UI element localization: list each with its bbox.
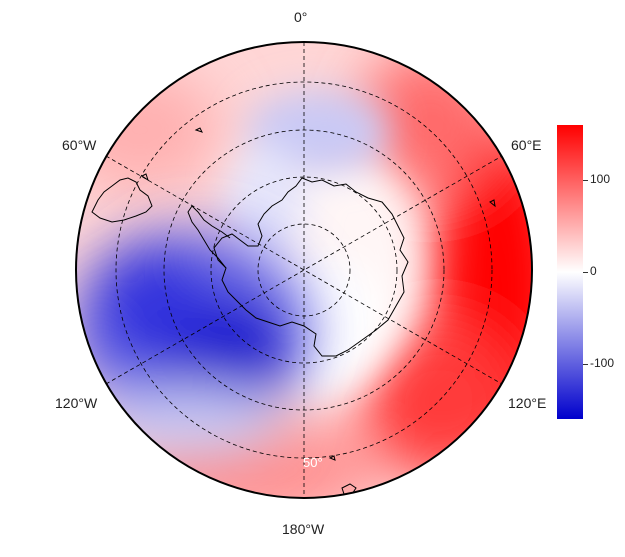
colorbar: [557, 125, 583, 419]
label-lon-0: 0°: [294, 9, 308, 25]
south-america-tip: [91, 177, 153, 223]
anomaly-field: [76, 42, 532, 498]
colorbar-tick-label: -100: [590, 356, 615, 370]
colorbar-tick: [583, 364, 588, 365]
antarctica-coastline: [213, 177, 409, 357]
label-lon-60e: 60°E: [511, 137, 542, 153]
map-border: [75, 41, 533, 499]
label-lat-50: 50°: [303, 455, 323, 470]
label-lon-60w: 60°W: [62, 137, 97, 153]
label-lon-120w: 120°W: [55, 395, 98, 411]
colorbar-tick: [583, 272, 588, 273]
label-lon-180w: 180°W: [282, 521, 325, 537]
islands: [141, 127, 496, 495]
colorbar-tick-label: 0: [590, 264, 597, 278]
colorbar-tick: [583, 180, 588, 181]
colorbar-tick-label: 100: [590, 172, 611, 186]
graticule: [105, 42, 503, 498]
antarctic-peninsula: [187, 205, 231, 269]
label-lon-120e: 120°E: [508, 395, 547, 411]
